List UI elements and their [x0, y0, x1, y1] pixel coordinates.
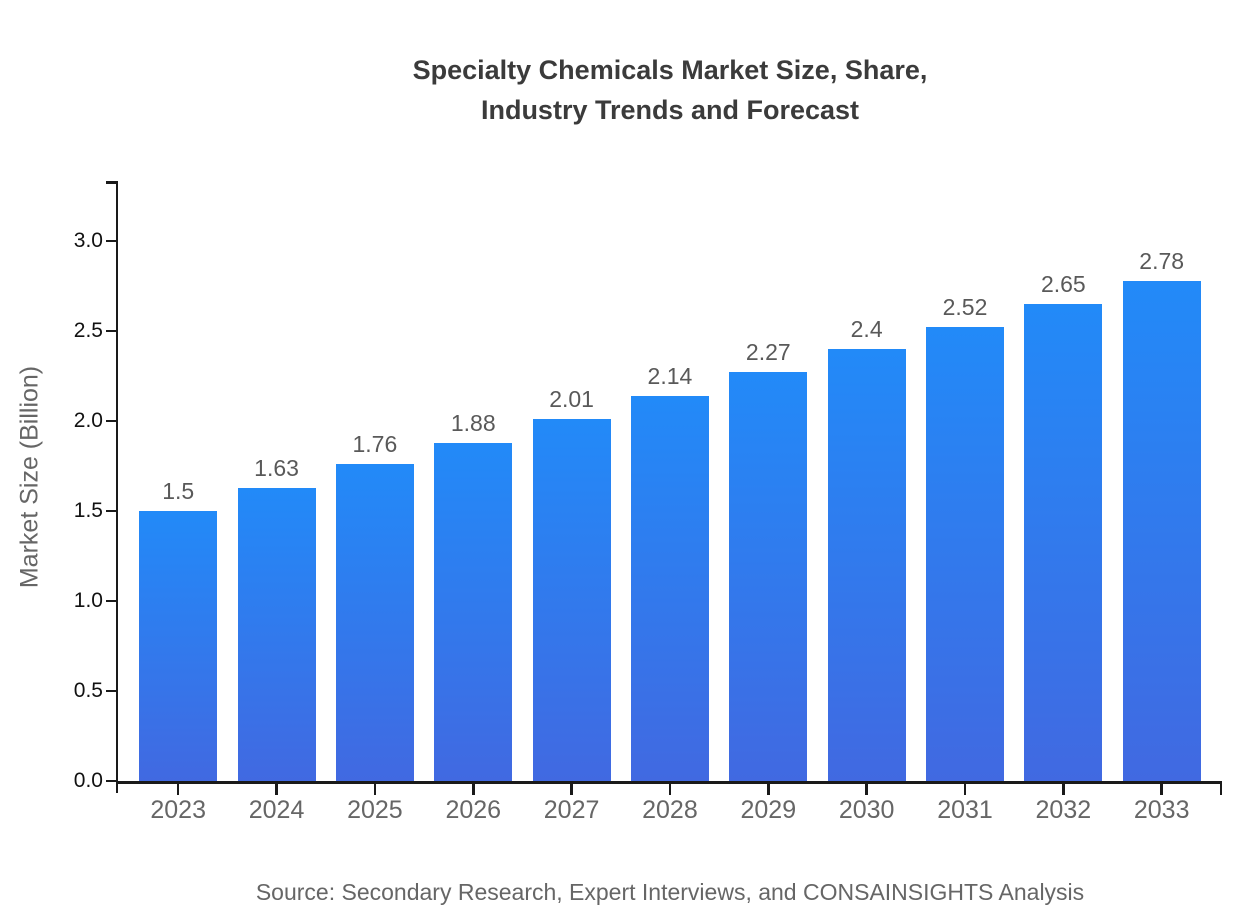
bar	[139, 511, 218, 781]
y-tick	[106, 329, 117, 333]
x-tick-label: 2030	[838, 796, 895, 824]
x-tick	[1062, 781, 1065, 795]
y-tick-label: 0.0	[73, 769, 103, 792]
x-axis-line	[115, 781, 1222, 784]
bar	[926, 327, 1004, 781]
x-tick-label: 2023	[150, 796, 206, 824]
chart-title: Specialty Chemicals Market Size, Share, …	[80, 50, 1260, 130]
x-tick	[1160, 781, 1163, 795]
bar	[1024, 304, 1103, 781]
bar	[827, 349, 906, 781]
y-tick	[106, 419, 117, 423]
bar-value-label: 2.65	[1040, 271, 1086, 297]
bar-value-label: 2.01	[549, 386, 594, 413]
x-tick-label: 2032	[1035, 796, 1092, 824]
x-tick-label: 2026	[445, 796, 502, 824]
bar-value-label: 2.4	[850, 316, 883, 342]
x-tick-label: 2025	[347, 796, 403, 824]
bar-value-label: 1.63	[254, 454, 299, 481]
x-tick	[865, 781, 868, 795]
bar-value-label: 1.5	[162, 478, 195, 504]
y-axis-end-cap	[106, 181, 119, 184]
y-axis-line	[115, 181, 119, 793]
y-tick-label: 3.0	[73, 229, 103, 252]
x-tick-label: 2033	[1133, 796, 1190, 824]
x-tick-label: 2029	[740, 796, 797, 824]
source-note: Source: Secondary Research, Expert Inter…	[255, 879, 1085, 905]
x-tick	[472, 781, 475, 795]
x-tick	[570, 781, 573, 795]
bar	[335, 464, 414, 781]
bar	[630, 395, 709, 781]
y-tick-label: 0.5	[73, 679, 103, 702]
x-tick	[668, 781, 672, 795]
y-tick	[106, 599, 117, 603]
y-tick	[106, 689, 117, 693]
x-tick-label: 2031	[937, 796, 993, 824]
y-tick-label: 2.0	[73, 409, 103, 432]
bar-value-label: 2.78	[1139, 247, 1185, 274]
bar	[237, 487, 316, 781]
bar-value-label: 1.88	[450, 409, 496, 436]
x-tick-label: 2024	[248, 796, 305, 824]
bar-value-label: 2.14	[647, 362, 693, 389]
y-tick	[106, 779, 117, 783]
y-tick-label: 2.5	[73, 319, 103, 342]
bar	[434, 442, 513, 781]
x-tick	[373, 781, 377, 795]
x-tick	[767, 781, 770, 795]
x-tick-label: 2027	[543, 796, 600, 824]
y-tick-label: 1.0	[73, 589, 103, 612]
bar	[1122, 280, 1201, 781]
bar-value-label: 2.52	[942, 294, 988, 321]
bar-value-label: 1.76	[352, 431, 398, 458]
bar	[729, 372, 808, 781]
bar	[532, 419, 611, 781]
y-tick	[106, 239, 117, 243]
y-tick-label: 1.5	[73, 499, 103, 522]
x-tick	[275, 781, 278, 795]
x-tick	[176, 781, 180, 795]
y-tick	[106, 509, 117, 513]
x-tick	[963, 781, 967, 795]
x-axis-end-cap	[1219, 781, 1222, 795]
chart-title-line-2: Industry Trends and Forecast	[480, 95, 860, 125]
bar-value-label: 2.27	[745, 339, 791, 366]
x-tick-label: 2028	[642, 796, 698, 824]
chart-title-line-1: Specialty Chemicals Market Size, Share,	[412, 55, 928, 85]
